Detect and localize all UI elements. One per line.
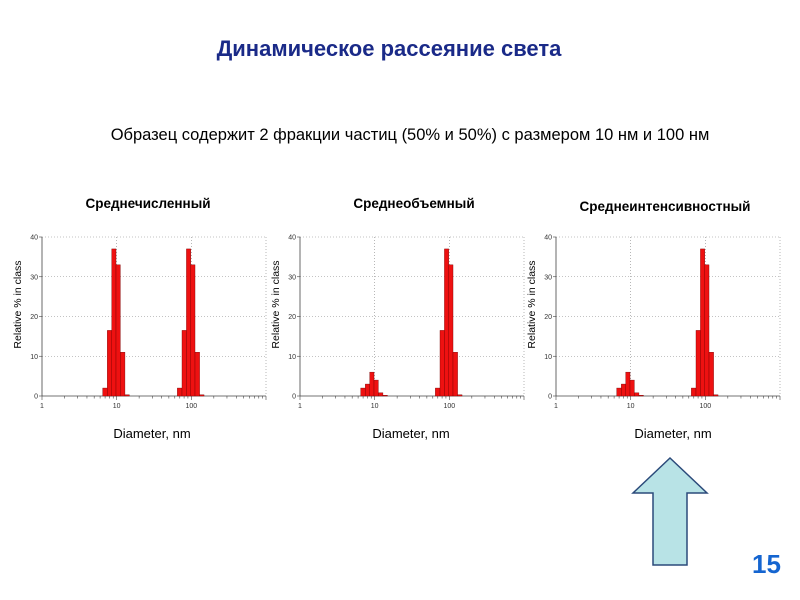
x-tick-label: 100 — [443, 403, 455, 410]
x-tick-label: 100 — [185, 403, 197, 410]
histogram-bar — [625, 371, 631, 397]
histogram-bar — [382, 395, 388, 397]
y-tick-label: 20 — [30, 314, 38, 321]
y-tick-label: 10 — [288, 354, 296, 361]
histogram-bar — [360, 387, 366, 397]
x-tick-label: 10 — [627, 403, 635, 410]
chart-intensity-distribution: 0 10 20 30 40 1 10 100 Relative % in class — [526, 235, 781, 410]
x-axis-label-number: Diameter, nm — [113, 426, 191, 441]
histogram-bar — [691, 387, 697, 397]
histogram-bar — [444, 248, 449, 397]
y-axis-label: Relative % in class — [12, 260, 24, 348]
histogram-bar — [457, 394, 463, 397]
page-number: 15 — [752, 549, 781, 579]
x-axis-label-intensity: Diameter, nm — [634, 426, 712, 441]
y-tick-label: 10 — [30, 354, 38, 361]
chart-number-distribution: 0 10 20 30 40 1 10 100 Relative % in class — [12, 235, 267, 410]
histogram-bar — [378, 392, 384, 397]
y-tick-label: 0 — [34, 394, 38, 401]
histogram-bar — [111, 248, 117, 397]
chart-title-intensity: Среднеинтенсивностный — [579, 199, 751, 214]
chart-volume-distribution: 0 10 20 30 40 1 10 100 Relative % in class — [270, 235, 525, 410]
histogram-bar — [369, 371, 375, 397]
chart-title-volume: Среднеобъемный — [353, 196, 475, 211]
histogram-bar — [452, 352, 458, 397]
up-arrow-icon — [631, 456, 709, 566]
histogram-bar — [194, 352, 200, 397]
y-tick-label: 40 — [30, 235, 38, 242]
histogram-bar — [448, 264, 454, 397]
y-tick-label: 30 — [288, 274, 296, 281]
y-tick-label: 10 — [544, 354, 552, 361]
histogram-bar — [199, 394, 205, 397]
histogram-bar — [700, 248, 705, 397]
x-tick-label: 1 — [554, 403, 558, 410]
y-axis-label: Relative % in class — [526, 260, 538, 348]
x-axis-label-volume: Diameter, nm — [372, 426, 450, 441]
histogram-bar — [634, 392, 640, 397]
histogram-bar — [629, 379, 635, 397]
x-tick-label: 1 — [298, 403, 302, 410]
histogram-bar — [107, 330, 112, 397]
chart-title-number: Среднечисленный — [85, 196, 211, 211]
y-tick-label: 40 — [288, 235, 296, 242]
histogram-bar — [704, 264, 710, 397]
y-tick-label: 40 — [544, 235, 552, 242]
histogram-bar — [120, 352, 126, 397]
histogram-bar — [186, 248, 191, 397]
histogram-bar — [177, 387, 183, 397]
x-tick-label: 1 — [40, 403, 44, 410]
up-arrow-shape — [631, 456, 709, 566]
slide-title: Динамическое рассеяние света — [216, 36, 562, 61]
x-tick-label: 10 — [113, 403, 121, 410]
histogram-bar — [365, 383, 370, 397]
histogram-bar — [190, 264, 196, 397]
histogram-bar — [373, 379, 379, 397]
y-tick-label: 0 — [292, 394, 296, 401]
histogram-bar — [435, 387, 441, 397]
slide-subtitle: Образец содержит 2 фракции частиц (50% и… — [110, 126, 710, 144]
histogram-bar — [695, 330, 701, 397]
y-tick-label: 0 — [548, 394, 552, 401]
histogram-bar — [115, 264, 121, 397]
y-tick-label: 30 — [30, 274, 38, 281]
y-tick-label: 20 — [544, 314, 552, 321]
x-tick-label: 100 — [699, 403, 711, 410]
histogram-bar — [102, 387, 108, 397]
x-tick-label: 10 — [371, 403, 379, 410]
histogram-bar — [713, 394, 719, 397]
y-tick-label: 20 — [288, 314, 296, 321]
histogram-bar — [708, 352, 714, 397]
y-axis-label: Relative % in class — [270, 260, 282, 348]
histogram-bar — [616, 387, 622, 397]
histogram-bar — [638, 395, 644, 397]
histogram-bar — [621, 383, 626, 397]
histogram-bar — [124, 394, 130, 397]
histogram-bar — [439, 330, 445, 397]
y-tick-label: 30 — [544, 274, 552, 281]
histogram-bar — [181, 330, 187, 397]
